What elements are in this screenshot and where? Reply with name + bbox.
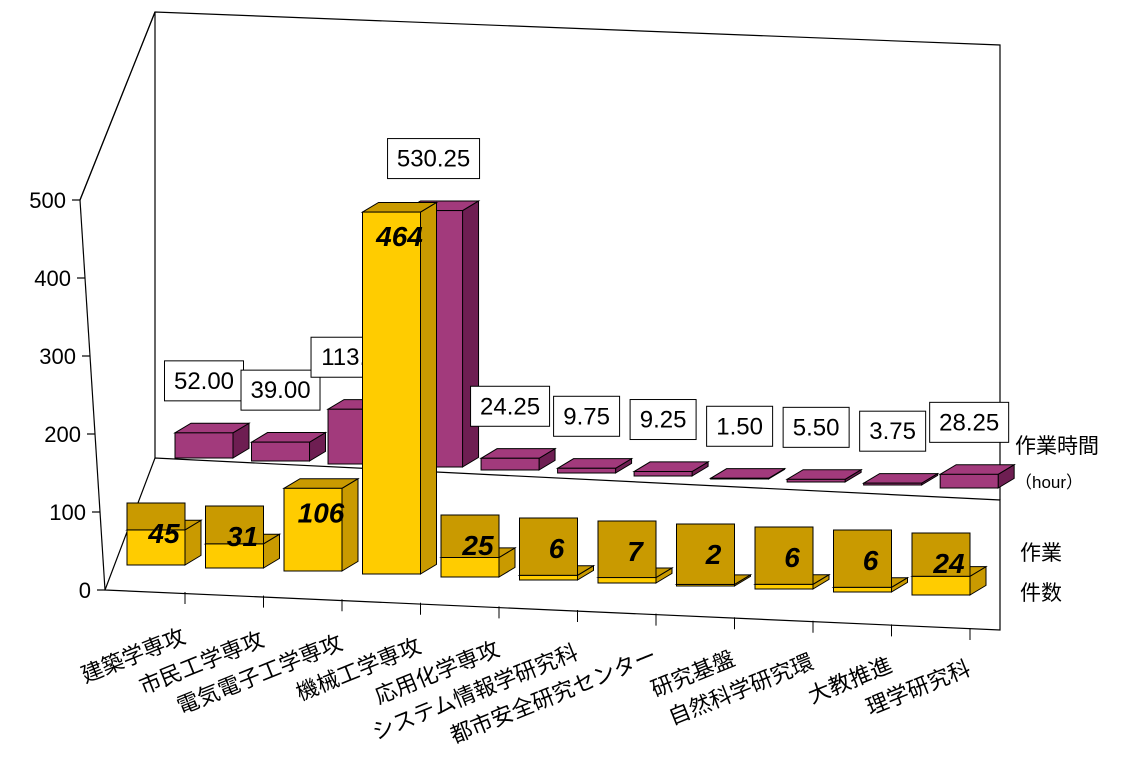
hours-bar-front <box>939 473 999 489</box>
hours-data-label-box <box>706 405 774 447</box>
count-series: 45 31 106 464 25 6 7 2 6 6 24 <box>125 201 988 596</box>
y-axis-line <box>79 199 106 591</box>
count-data-label: 24 <box>932 548 965 579</box>
hours-data-label-box <box>164 360 244 402</box>
count-data-label: 7 <box>627 536 644 567</box>
count-bar-front <box>283 487 343 572</box>
count-label-panel <box>126 502 186 531</box>
y-tick-label: 100 <box>49 500 86 525</box>
hours-data-label-box <box>929 401 1010 443</box>
hours-data-label-box <box>387 138 481 180</box>
hours-bar-front <box>863 482 923 486</box>
hours-bar-top <box>708 468 787 479</box>
series-label-hours: 作業時間 <box>1015 434 1099 458</box>
count-bar <box>125 519 203 566</box>
count-data-label: 6 <box>784 542 800 573</box>
count-data-label: 6 <box>863 545 879 576</box>
count-bar <box>282 477 360 572</box>
hours-bar-front <box>251 441 311 462</box>
hours-data-label: 39.00 <box>250 377 310 404</box>
hours-bar <box>708 467 787 480</box>
count-data-label: 45 <box>147 518 180 549</box>
chart-frame <box>79 11 1001 631</box>
count-label-panel <box>440 514 500 558</box>
hours-data-label: 28.25 <box>939 409 999 436</box>
y-tick-label: 300 <box>39 344 76 369</box>
hours-bar-side <box>462 200 480 468</box>
hours-data-label: 530.25 <box>397 146 470 173</box>
hours-data-label-box <box>470 385 551 427</box>
x-axis: 建築学専攻市民工学専攻電気電子工学専攻機械工学専攻応用化学専攻システム情報学研究… <box>78 592 974 749</box>
count-bar-front <box>362 211 421 575</box>
count-bar-front <box>519 574 578 581</box>
hours-bar-front <box>480 457 540 471</box>
hours-bar-front <box>633 471 693 477</box>
hours-data-label: 9.25 <box>640 407 687 434</box>
hours-bar <box>861 472 940 486</box>
count-bar-front <box>597 577 657 584</box>
y-tick-label: 400 <box>34 266 71 291</box>
count-data-label: 25 <box>461 530 494 561</box>
hours-data-label-box <box>629 399 697 441</box>
count-label-panel <box>911 532 971 577</box>
y-tick-label: 500 <box>29 188 66 213</box>
hours-data-label: 52.00 <box>174 368 234 395</box>
hours-bar-front <box>710 477 770 480</box>
y-tick-label: 0 <box>79 578 91 603</box>
series-unit-hours: （hour） <box>1015 473 1083 492</box>
hours-data-label: 1.50 <box>716 413 763 440</box>
side-wall-edge <box>79 11 156 201</box>
y-axis: 0 100 200 300 400 500 <box>29 188 105 603</box>
hours-bar-front <box>786 478 846 483</box>
hours-bar <box>938 463 1016 489</box>
count-bar-front <box>126 529 186 566</box>
count-data-label: 6 <box>549 533 565 564</box>
hours-bar <box>555 457 634 474</box>
hours-bar <box>173 422 251 459</box>
hours-data-label: 24.25 <box>480 393 540 420</box>
count-label-panel <box>597 520 657 579</box>
count-label-panel <box>519 517 578 576</box>
count-label-panel <box>754 526 814 585</box>
count-data-label: 31 <box>227 521 258 552</box>
hours-data-label: 3.75 <box>869 418 916 445</box>
count-label-panel <box>205 505 264 545</box>
count-data-label: 106 <box>298 497 345 528</box>
y-tick-label: 200 <box>44 422 81 447</box>
hours-bar-front <box>557 467 617 474</box>
series-label-count-1: 作業 <box>1020 541 1062 565</box>
hours-bar <box>785 468 863 483</box>
count-data-label: 464 <box>375 221 423 252</box>
hours-data-label: 9.75 <box>563 403 610 430</box>
series-labels: 作業時間 （hour） 作業 件数 <box>1015 434 1099 605</box>
hours-data-label-box <box>782 406 850 448</box>
hours-bar-front <box>174 432 234 459</box>
count-bar-side <box>341 477 359 572</box>
count-data-label: 2 <box>705 539 722 570</box>
count-label-panel <box>833 529 892 588</box>
count-label-panel <box>676 523 735 585</box>
count-bar-front <box>833 586 892 593</box>
hours-bar <box>249 431 328 462</box>
series-label-count-2: 件数 <box>1020 581 1062 605</box>
hours-bar <box>632 461 710 477</box>
count-bar-front <box>911 575 971 596</box>
hours-bar <box>479 447 557 471</box>
count-bar <box>360 201 439 575</box>
hours-data-label-box <box>240 369 321 411</box>
hours-data-label-box <box>859 410 927 452</box>
hours-data-label: 5.50 <box>793 414 840 441</box>
count-bar-front <box>754 583 814 590</box>
hours-data-label-box <box>553 395 621 437</box>
count-bar-side <box>420 201 437 575</box>
